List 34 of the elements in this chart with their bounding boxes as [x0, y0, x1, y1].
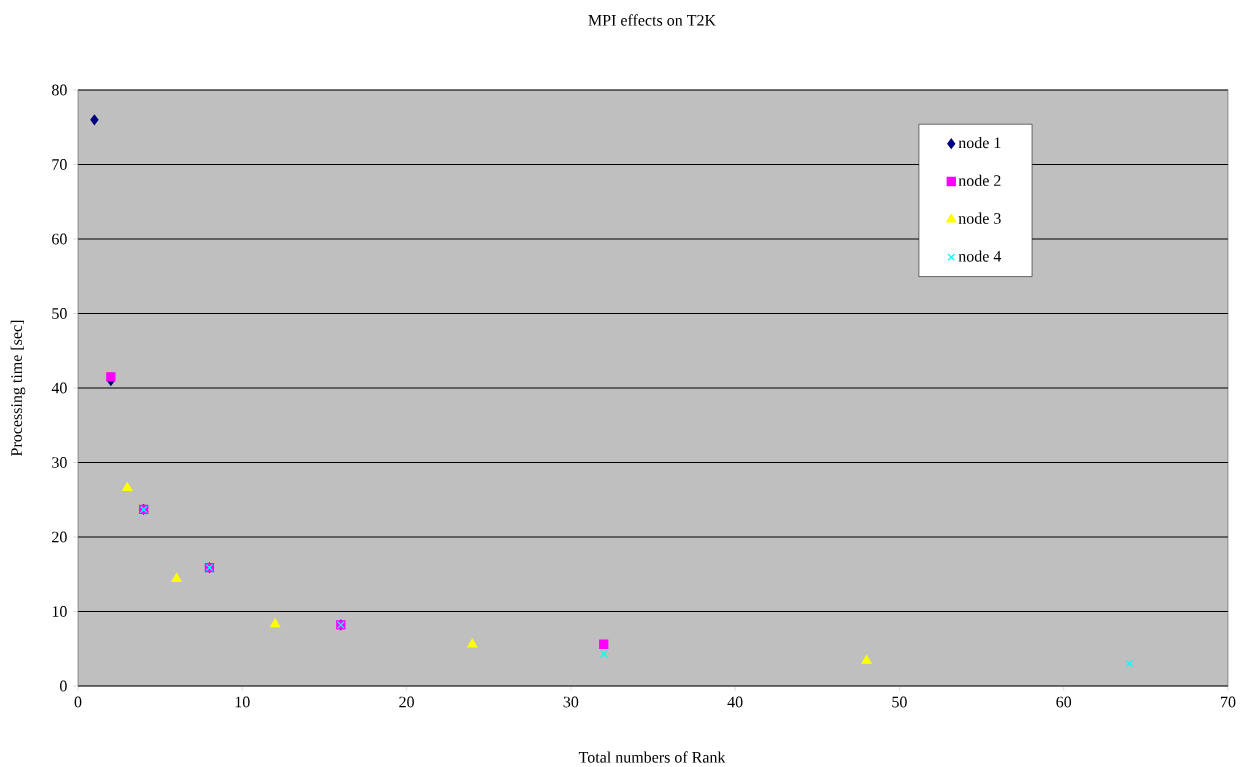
point: [270, 618, 281, 628]
x-tick-label: 60: [1056, 696, 1072, 708]
y-tick-label: 10: [52, 606, 67, 617]
point: [861, 655, 872, 664]
point: [122, 482, 133, 492]
y-axis-title: Processing time [sec]: [10, 320, 26, 456]
x-tick-label: 20: [399, 696, 414, 708]
y-tick-label: 60: [52, 233, 67, 245]
x-tick-label: 50: [892, 696, 907, 708]
legend-label: node 2: [958, 174, 1001, 186]
legend-label: node 3: [958, 212, 1001, 224]
y-tick-label: 0: [60, 680, 67, 692]
chart-title: MPI effects on T2K: [588, 14, 716, 26]
x-tick-label: 30: [563, 696, 579, 708]
x-tick-label: 40: [727, 696, 743, 708]
y-tick-label: 30: [52, 457, 67, 468]
x-tick-label: 0: [74, 696, 82, 708]
point: [171, 573, 182, 582]
point: [599, 650, 608, 658]
x-axis-title: Total numbers of Rank: [578, 751, 726, 763]
point: [106, 372, 116, 382]
point: [599, 639, 609, 649]
y-tick-label: 40: [51, 382, 67, 394]
x-tick-label: 10: [235, 696, 250, 708]
y-tick-label: 70: [52, 159, 67, 170]
legend-label: node 4: [958, 250, 1002, 262]
point: [467, 638, 478, 648]
x-tick-label: 70: [1221, 696, 1236, 708]
y-tick-label: 80: [52, 84, 67, 96]
y-tick-label: 20: [52, 531, 67, 543]
point: [90, 114, 99, 125]
y-tick-label: 50: [52, 308, 67, 319]
legend-label: node 1: [958, 136, 1001, 149]
point: [1125, 659, 1134, 668]
